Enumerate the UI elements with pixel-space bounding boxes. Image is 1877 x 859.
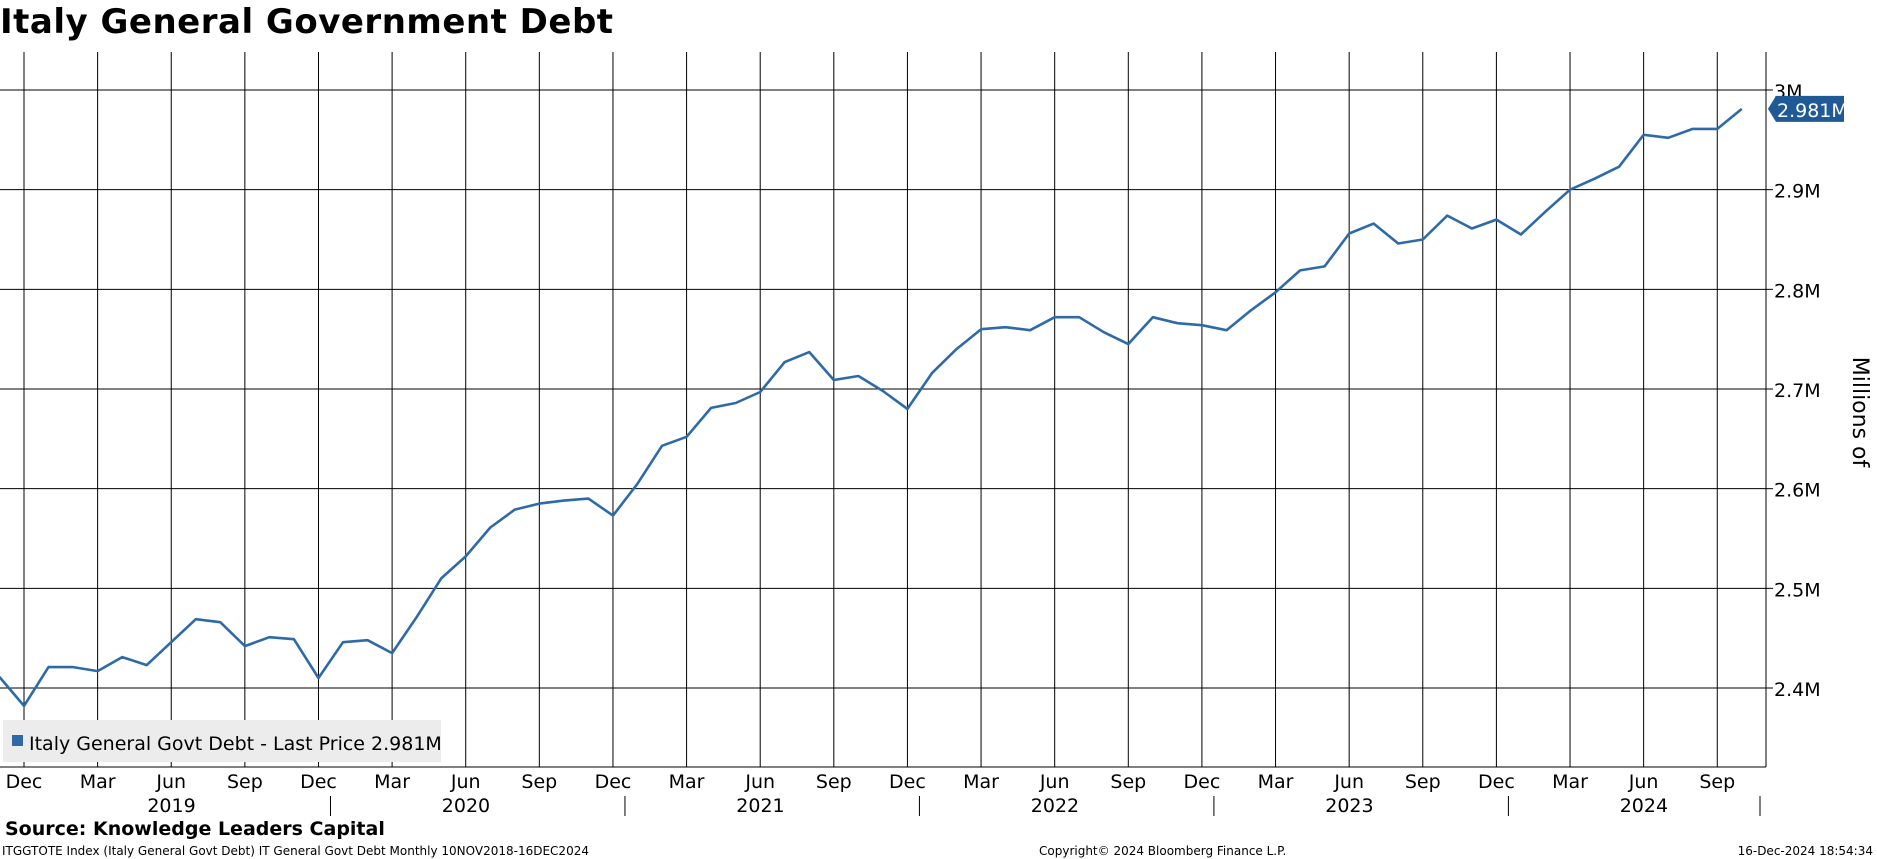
last-value-badge: 2.981M (1768, 95, 1848, 122)
x-tick-label: Jun (450, 771, 481, 793)
legend-swatch (12, 735, 23, 746)
x-tick-label: Mar (963, 771, 999, 793)
y-tick-label: 2.9M (1774, 181, 1821, 203)
year-label: 2023 (1325, 795, 1373, 817)
x-tick-label: Dec (300, 771, 337, 793)
axes (0, 52, 1773, 816)
x-tick-label: Jun (744, 771, 775, 793)
x-tick-label: Jun (155, 771, 186, 793)
x-tick-label: Dec (1184, 771, 1221, 793)
year-label: 2021 (736, 795, 784, 817)
year-label: 2020 (442, 795, 490, 817)
x-tick-label: Mar (374, 771, 410, 793)
x-tick-label: Sep (227, 771, 263, 793)
x-tick-label: Sep (816, 771, 852, 793)
year-label: 2022 (1031, 795, 1079, 817)
y-tick-label: 2.7M (1774, 380, 1821, 402)
x-tick-label: Jun (1628, 771, 1659, 793)
ticker-info: ITGGTOTE Index (Italy General Govt Debt)… (2, 844, 589, 858)
x-tick-label: Mar (669, 771, 705, 793)
x-tick-label: Sep (521, 771, 557, 793)
x-tick-label: Dec (889, 771, 926, 793)
year-labels: 2019 2020 2021 2022 2023 2024 (147, 795, 1668, 817)
badge-shape (1768, 95, 1844, 122)
x-tick-label: Dec (595, 771, 632, 793)
source-line: Source: Knowledge Leaders Capital (5, 818, 385, 840)
x-tick-label: Mar (1258, 771, 1294, 793)
x-tick-label: Dec (1478, 771, 1515, 793)
chart-title: Italy General Government Debt (0, 2, 614, 42)
y-tick-label: 2.4M (1774, 679, 1821, 701)
x-tick-label: Sep (1699, 771, 1735, 793)
x-tick-label: Sep (1405, 771, 1441, 793)
x-tick-label: Mar (80, 771, 116, 793)
x-tick-label: Sep (1110, 771, 1146, 793)
year-label: 2024 (1620, 795, 1668, 817)
x-tick-labels: Dec Mar Jun Sep Dec Mar Jun Sep Dec Mar Jun Sep Dec M… (6, 771, 1736, 793)
badge-label: 2.981M (1777, 100, 1848, 122)
y-tick-label: 2.8M (1774, 280, 1821, 302)
grid-lines (0, 52, 1766, 767)
series-line (0, 107, 1743, 708)
legend: Italy General Govt Debt - Last Price 2.9… (3, 720, 442, 762)
x-tick-label: Jun (1333, 771, 1364, 793)
y-tick-label: 2.5M (1774, 579, 1821, 601)
year-label: 2019 (147, 795, 195, 817)
x-tick-label: Jun (1039, 771, 1070, 793)
x-tick-label: Mar (1552, 771, 1588, 793)
data-series (0, 107, 1743, 708)
y-axis-label: Millions of (1847, 357, 1872, 469)
timestamp: 16-Dec-2024 18:54:34 (1737, 844, 1873, 858)
legend-box (3, 720, 441, 762)
x-tick-label: Dec (6, 771, 43, 793)
y-tick-label: 2.6M (1774, 480, 1821, 502)
copyright: Copyright© 2024 Bloomberg Finance L.P. (1039, 844, 1287, 858)
legend-label: Italy General Govt Debt - Last Price 2.9… (29, 733, 442, 755)
